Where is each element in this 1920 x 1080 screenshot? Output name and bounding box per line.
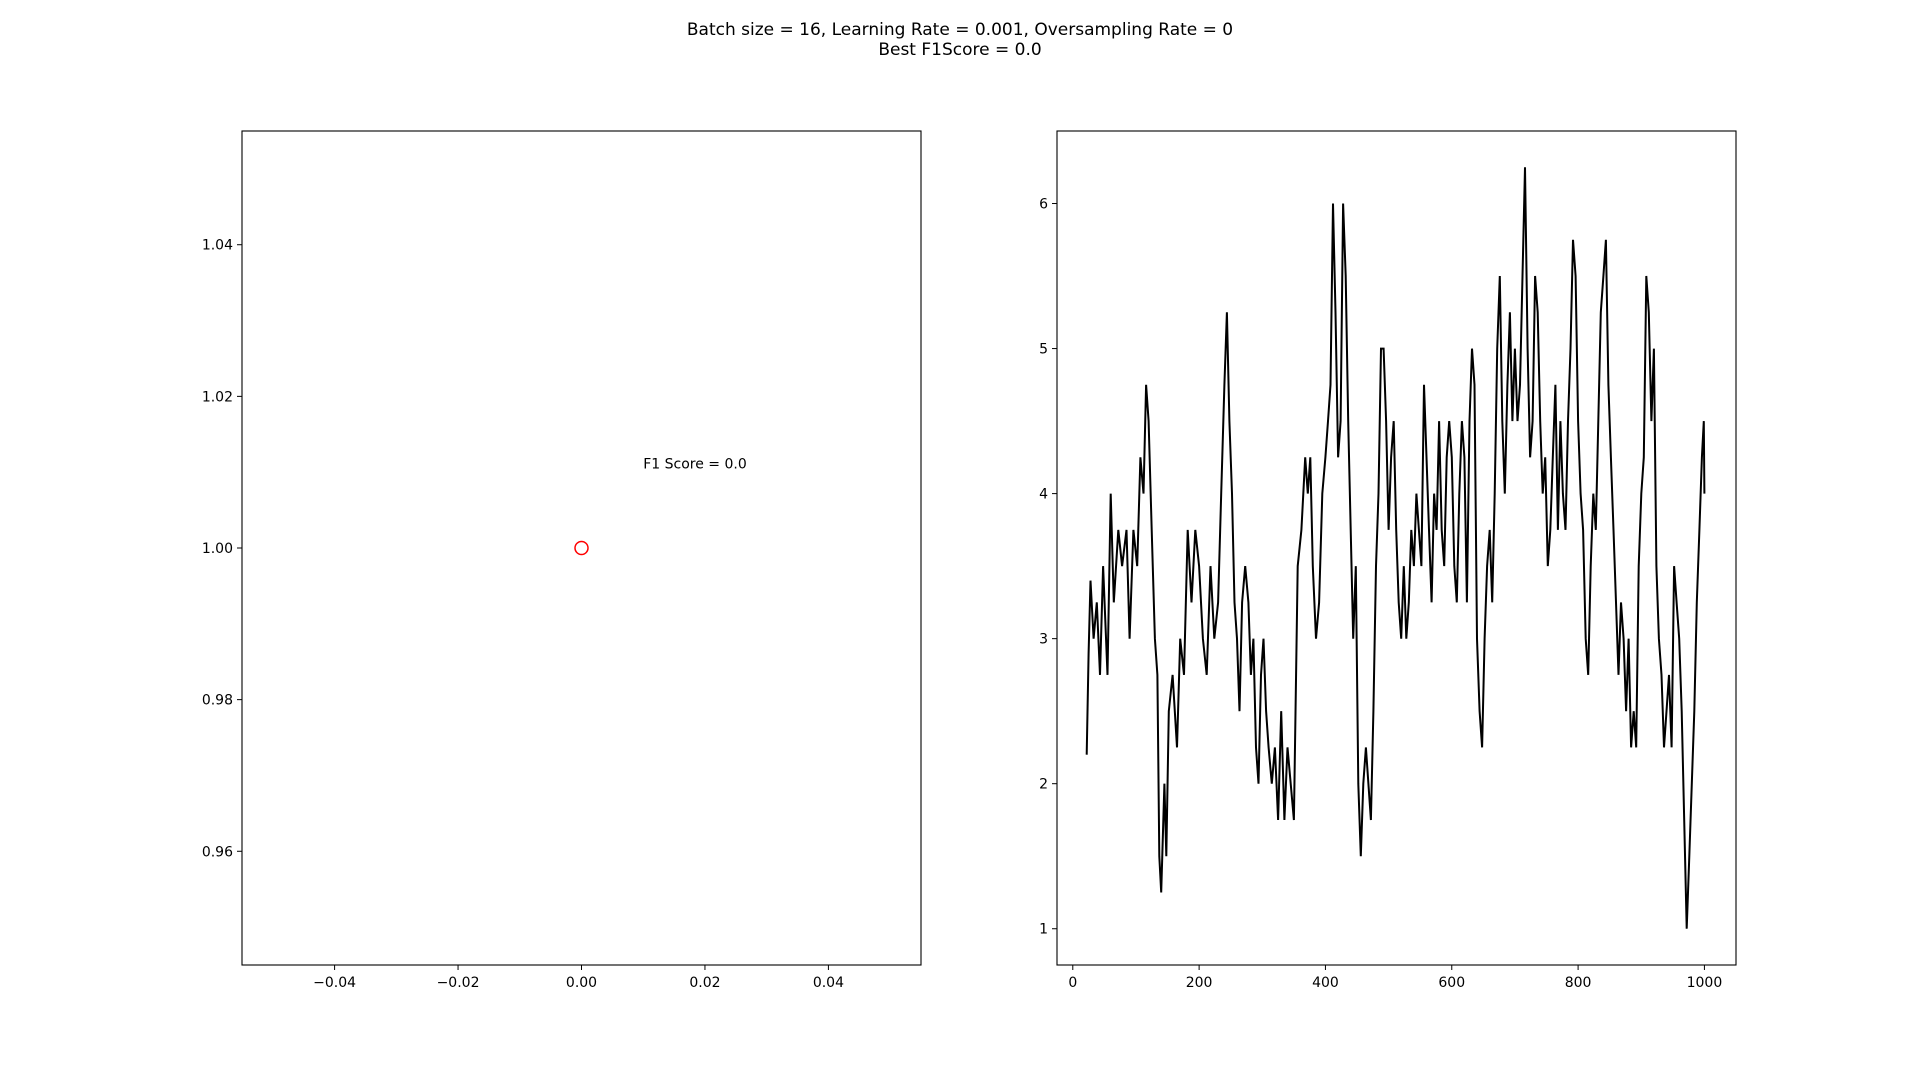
y-tick-label: 2 <box>1039 777 1048 793</box>
figure-title: Batch size = 16, Learning Rate = 0.001, … <box>686 20 1234 40</box>
figure-subtitle: Best F1Score = 0.0 <box>878 40 1042 60</box>
y-tick-label: 1.02 <box>202 389 233 405</box>
x-tick-label: 0.02 <box>689 975 720 991</box>
y-tick-label: 0.98 <box>202 693 233 709</box>
series-line <box>1085 167 1706 929</box>
scatter-point <box>574 540 589 556</box>
right-y-axis: 1 2 3 4 5 6 <box>1039 197 1057 938</box>
left-x-axis: −0.04 −0.02 0.00 0.02 0.04 <box>313 965 844 991</box>
x-tick-label: 0.00 <box>566 975 597 991</box>
left-plot-marks: F1 Score = 0.0 <box>574 456 747 556</box>
x-tick-label: 600 <box>1438 975 1465 991</box>
x-tick-label: 400 <box>1312 975 1339 991</box>
y-tick-label: 1 <box>1039 922 1048 938</box>
y-tick-label: 1.00 <box>202 541 233 557</box>
x-tick-label: 0.04 <box>813 975 844 991</box>
y-tick-label: 6 <box>1039 197 1048 213</box>
right-line-plot: 0 200 400 600 800 1000 1 2 3 4 5 6 <box>1039 130 1737 991</box>
y-tick-label: 4 <box>1039 487 1048 503</box>
x-tick-label: 800 <box>1565 975 1592 991</box>
x-tick-label: 0 <box>1068 975 1077 991</box>
y-tick-label: 5 <box>1039 342 1048 358</box>
f1-score-annotation: F1 Score = 0.0 <box>643 456 747 472</box>
left-plot-frame <box>241 130 922 966</box>
x-tick-label: −0.04 <box>313 975 356 991</box>
right-plot-marks <box>1085 167 1706 929</box>
y-tick-label: 3 <box>1039 632 1048 648</box>
x-tick-label: 200 <box>1186 975 1213 991</box>
left-y-axis: 0.96 0.98 1.00 1.02 1.04 <box>202 238 242 860</box>
y-tick-label: 1.04 <box>202 238 233 254</box>
left-scatter-plot: −0.04 −0.02 0.00 0.02 0.04 0.96 0.98 1.00 1.02 1… <box>202 130 922 991</box>
right-x-axis: 0 200 400 600 800 1000 <box>1068 965 1722 991</box>
y-tick-label: 0.96 <box>202 844 233 860</box>
x-tick-label: 1000 <box>1687 975 1723 991</box>
x-tick-label: −0.02 <box>437 975 480 991</box>
